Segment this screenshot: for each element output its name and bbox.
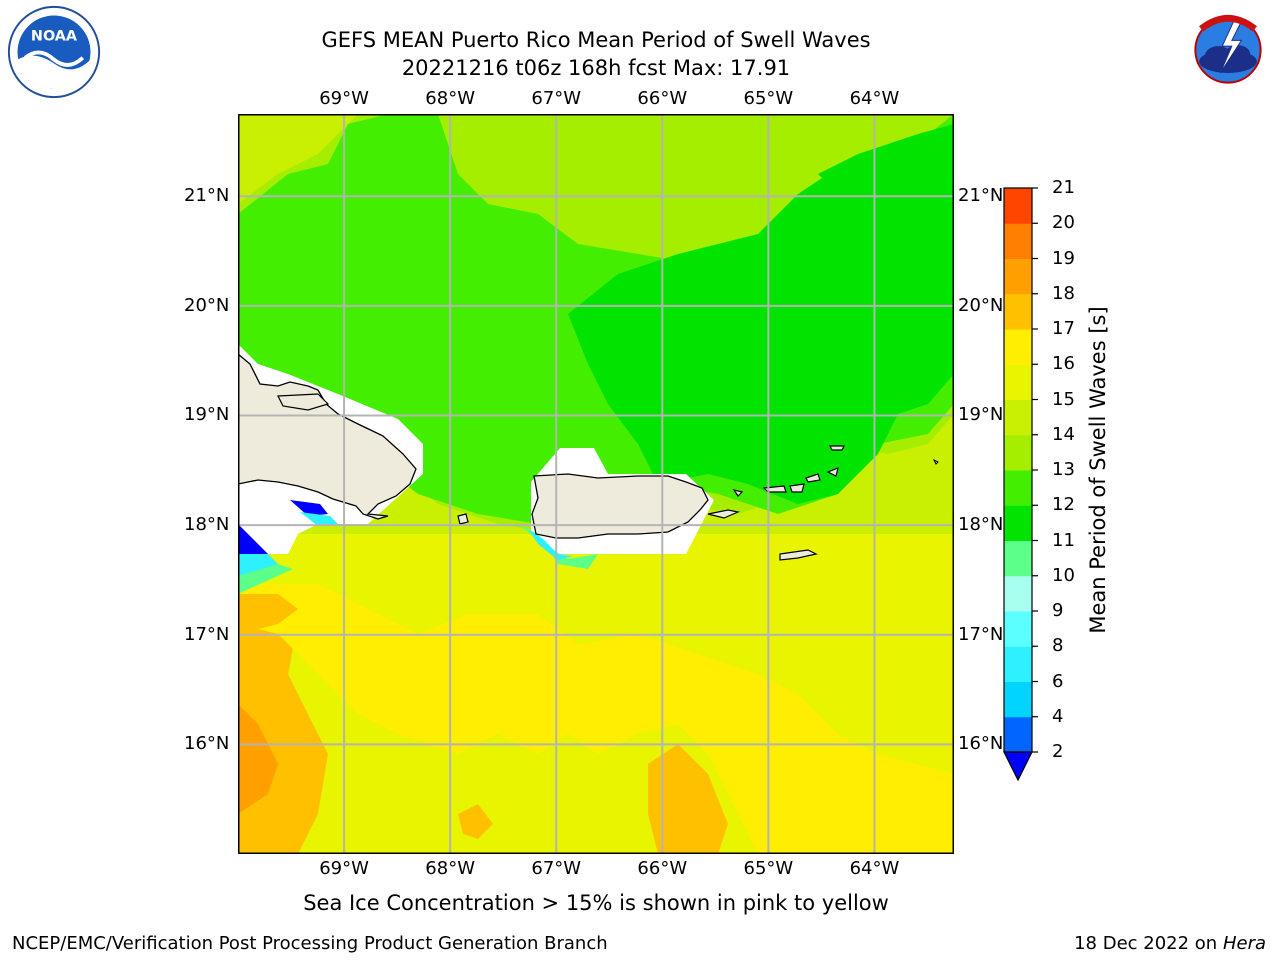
colorbar-tick-label: 17 <box>1052 318 1075 339</box>
colorbar-tick-label: 20 <box>1052 212 1075 234</box>
colorbar-segment <box>1004 611 1032 647</box>
colorbar-segment <box>1004 716 1032 753</box>
colorbar-tick-label: 14 <box>1052 423 1075 445</box>
land-mona <box>457 513 469 525</box>
footer-branch: NCEP/EMC/Verification Post Processing Pr… <box>12 933 608 954</box>
land-anguilla <box>932 458 939 465</box>
land-anegada <box>829 445 845 451</box>
colorbar-tick-label: 16 <box>1052 353 1075 375</box>
colorbar-segment <box>1004 329 1032 365</box>
lon-tick-label-bottom: 67°W <box>531 858 582 879</box>
noaa-logo: NOAA <box>7 5 101 99</box>
lat-tick-label-right: 21°N <box>958 185 1004 207</box>
chart-title: GEFS MEAN Puerto Rico Mean Period of Swe… <box>321 28 871 52</box>
lon-tick-label-bottom: 65°W <box>743 858 794 879</box>
map-panel <box>238 114 954 854</box>
colorbar-segment <box>1004 399 1032 436</box>
lat-tick-label-right: 18°N <box>958 514 1004 536</box>
colorbar-tick-label: 19 <box>1052 247 1075 269</box>
lat-tick-label-right: 17°N <box>958 623 1004 645</box>
lon-tick-label-bottom: 69°W <box>319 858 369 879</box>
colorbar-tick-label: 8 <box>1052 635 1064 657</box>
contour-10s-patch <box>818 154 888 194</box>
lon-tick-label-top: 66°W <box>637 88 688 109</box>
colorbar-tick-label: 18 <box>1052 282 1075 304</box>
low-period-hisp-b <box>300 512 338 526</box>
contour-10s-core <box>568 124 954 504</box>
colorbar-tick-label: 2 <box>1052 741 1064 762</box>
colorbar-segment <box>1004 470 1032 506</box>
low-period-pr <box>518 524 598 569</box>
gridlines <box>238 114 954 854</box>
colorbar-tick-label: 9 <box>1052 600 1064 621</box>
lat-tick-label-left: 17°N <box>184 623 230 645</box>
lon-tick-label-top: 68°W <box>425 88 475 109</box>
lon-tick-label-top: 65°W <box>743 88 794 109</box>
lat-tick-label-right: 16°N <box>958 733 1004 755</box>
land-puerto-rico <box>531 473 709 539</box>
colorbar-segment <box>1004 540 1032 577</box>
lat-tick-label-left: 18°N <box>184 514 230 536</box>
lon-tick-label-top: 69°W <box>319 88 369 109</box>
colorbar-segment <box>1004 505 1032 541</box>
contour-17s-west <box>238 704 278 814</box>
colorbar-segment <box>1004 223 1032 259</box>
colorbar-tick-label: 15 <box>1052 388 1075 410</box>
contour-16s-mid <box>458 804 493 839</box>
colorbar-segment <box>1004 258 1032 295</box>
colorbar-tick-label: 6 <box>1052 670 1064 692</box>
land-virgin-gorda <box>826 467 839 477</box>
noaa-logo-text: NOAA <box>31 28 78 44</box>
colorbar <box>1003 187 1038 782</box>
colorbar-segment <box>1004 188 1032 224</box>
colorbar-tick-label: 10 <box>1052 564 1075 586</box>
map-frame <box>238 114 954 854</box>
lon-tick-label-top: 67°W <box>531 88 582 109</box>
colorbar-segment <box>1004 293 1032 330</box>
colorbar-tick-label: 11 <box>1052 529 1075 551</box>
lat-tick-label-right: 19°N <box>958 404 1004 426</box>
colorbar-tick-label: 13 <box>1052 459 1075 480</box>
land-tortola <box>805 473 821 483</box>
footer-date-text: 18 Dec 2022 on <box>1074 933 1218 954</box>
lon-tick-label-bottom: 66°W <box>637 858 688 879</box>
lat-tick-label-left: 20°N <box>184 294 230 316</box>
low-period-west-c <box>238 564 293 594</box>
sea-ice-note: Sea Ice Concentration > 15% is shown in … <box>303 891 889 915</box>
contour-16s-west-top <box>238 594 298 634</box>
lat-tick-label-right: 20°N <box>958 294 1004 316</box>
lon-tick-label-bottom: 64°W <box>849 858 900 879</box>
land-st-john <box>789 483 805 493</box>
land-st-thomas <box>762 485 787 493</box>
lat-tick-label-left: 19°N <box>184 404 230 426</box>
colorbar-tick-label: 12 <box>1052 494 1075 516</box>
colorbar-segment <box>1004 364 1032 400</box>
colorbar-label: Mean Period of Swell Waves [s] <box>1086 306 1110 634</box>
land-vieques <box>707 509 741 519</box>
footer-date: 18 Dec 2022 on Hera <box>1074 933 1266 954</box>
low-period-pr-b <box>528 529 573 560</box>
land-culebra <box>732 489 744 497</box>
lon-tick-label-bottom: 68°W <box>425 858 475 879</box>
low-period-hisp <box>290 500 328 516</box>
contour-16s-south <box>648 744 728 854</box>
colorbar-segment <box>1004 681 1032 718</box>
lon-tick-label-top: 64°W <box>849 88 900 109</box>
footer-host: Hera <box>1222 933 1266 954</box>
colorbar-under-arrow <box>1003 751 1033 782</box>
land-st-croix <box>779 549 818 561</box>
colorbar-segment <box>1004 575 1032 612</box>
lat-tick-label-left: 16°N <box>184 733 230 755</box>
lat-tick-label-left: 21°N <box>184 185 230 207</box>
contour-15s-south-band <box>238 584 954 854</box>
colorbar-segment <box>1004 434 1032 471</box>
land-tortuga <box>277 393 330 411</box>
colorbar-tick-label: 21 <box>1052 177 1075 198</box>
chart-subtitle: 20221216 t06z 168h fcst Max: 17.91 <box>401 56 791 80</box>
nws-logo <box>1182 4 1274 96</box>
colorbar-tick-label: 4 <box>1052 705 1064 727</box>
colorbar-segment <box>1004 646 1032 682</box>
